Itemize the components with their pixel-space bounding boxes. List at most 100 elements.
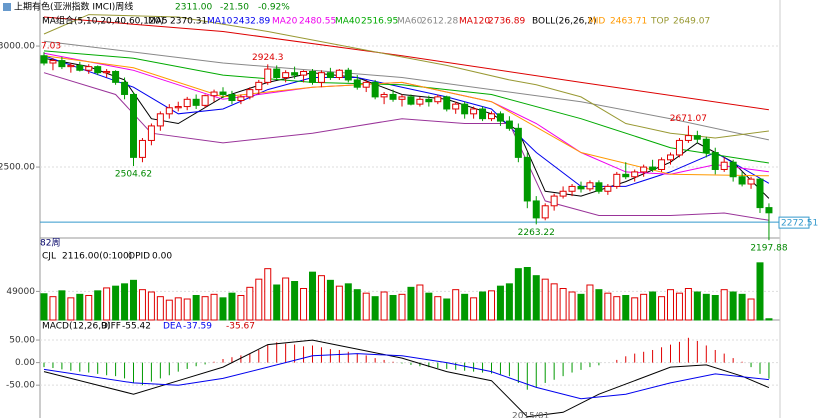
y-tick-label: 2500.00 — [0, 163, 35, 173]
candle-body — [291, 72, 299, 76]
volume-bar — [58, 290, 66, 321]
volume-bar — [291, 281, 299, 321]
volume-bar — [407, 286, 415, 321]
volume-bar — [550, 283, 558, 321]
candle-body — [317, 72, 325, 83]
volume-bar — [398, 293, 406, 321]
volume-bar — [693, 291, 701, 321]
volume-bar — [505, 283, 513, 321]
price-tag — [778, 216, 810, 229]
extreme-label: 2504.62 — [115, 169, 152, 179]
volume-bar — [326, 279, 334, 321]
candle-body — [622, 173, 630, 178]
header-text: OPID — [128, 252, 150, 262]
volume-bar — [353, 289, 361, 321]
candle-body — [586, 182, 594, 190]
candle-body — [165, 107, 173, 115]
header-text: -55.42 — [122, 322, 151, 332]
volume-bar — [344, 283, 352, 321]
volume-bar — [622, 295, 630, 321]
candle-body — [49, 60, 57, 64]
volume-bar — [300, 288, 308, 321]
volume-bar — [729, 291, 737, 321]
volume-bar — [255, 278, 263, 321]
indicator-line — [43, 50, 769, 164]
candle-body — [85, 66, 93, 71]
volume-bar — [658, 296, 666, 321]
extreme-label: 2263.22 — [518, 228, 555, 238]
candle-body — [461, 103, 469, 115]
indicator-line — [43, 14, 769, 139]
header-text: DEA — [163, 322, 183, 332]
volume-bar — [138, 289, 146, 321]
candle-body — [452, 103, 460, 110]
candle-body — [300, 70, 308, 76]
candle-body — [738, 176, 746, 185]
volume-bar — [103, 287, 111, 321]
volume-bar — [121, 283, 129, 321]
volume-bar — [246, 286, 254, 321]
header-text: DIFF — [101, 322, 121, 332]
volume-bar — [631, 297, 639, 321]
candle-body — [631, 171, 639, 178]
header-text: MA5 — [148, 17, 168, 27]
header-text: 2116.00(0:100) — [62, 252, 132, 262]
dea-line — [43, 353, 769, 400]
extreme-label: 2924.3 — [252, 53, 284, 63]
header-text: TOP — [650, 17, 670, 27]
candle-body — [344, 69, 352, 81]
volume-bar — [604, 292, 612, 321]
candle-body — [747, 178, 755, 185]
volume-bar — [523, 267, 531, 321]
candle-body — [219, 91, 227, 95]
candle-body — [138, 139, 146, 158]
volume-bar — [112, 285, 120, 321]
candle-body — [246, 89, 254, 98]
candle-body — [649, 166, 657, 170]
candle-body — [613, 173, 621, 187]
volume-bar — [174, 297, 182, 321]
volume-bar — [425, 292, 433, 321]
candle-body — [353, 79, 361, 88]
y-tick-label: 0.00 — [15, 358, 35, 368]
candle-body — [720, 161, 728, 170]
candle-body — [147, 125, 155, 141]
candle-body — [326, 72, 334, 79]
header-text: 2311.00 — [175, 3, 212, 13]
header-text: 2649.07 — [673, 17, 710, 27]
volume-bar — [49, 296, 57, 321]
volume-bar — [702, 293, 710, 321]
volume-bar — [335, 285, 343, 321]
candle-body — [237, 96, 245, 102]
header-text: CJL — [42, 252, 56, 262]
price-tag-label: 2272.51 — [781, 219, 818, 229]
volume-bar — [183, 298, 191, 321]
candle-body — [532, 200, 540, 219]
header-text: MA60 — [397, 17, 423, 27]
candle-body — [667, 154, 674, 161]
volume-bar — [94, 290, 102, 321]
candle-body — [103, 70, 111, 74]
candle-body — [541, 205, 549, 219]
header-text: MA10 — [207, 17, 233, 27]
volume-bar — [85, 295, 93, 321]
header-text: MA120 — [459, 17, 490, 27]
volume-bar — [684, 288, 692, 321]
candle-body — [443, 96, 451, 110]
header-text: MA40 — [335, 17, 361, 27]
candle-body — [40, 55, 48, 64]
candle-body — [183, 98, 191, 108]
candle-body — [201, 95, 209, 106]
candle-body — [765, 207, 773, 214]
volume-bar — [738, 293, 746, 321]
header-text: 上期有色(亚洲指数 IMCI)周线 — [14, 1, 133, 13]
volume-bar — [479, 291, 487, 321]
candle-body — [94, 66, 102, 74]
volume-bar — [264, 268, 272, 321]
header-text: -0.92% — [258, 3, 290, 13]
extreme-label: 7.03 — [41, 42, 61, 52]
y-tick-label: 50.00 — [9, 336, 35, 346]
volume-bar — [317, 275, 325, 321]
